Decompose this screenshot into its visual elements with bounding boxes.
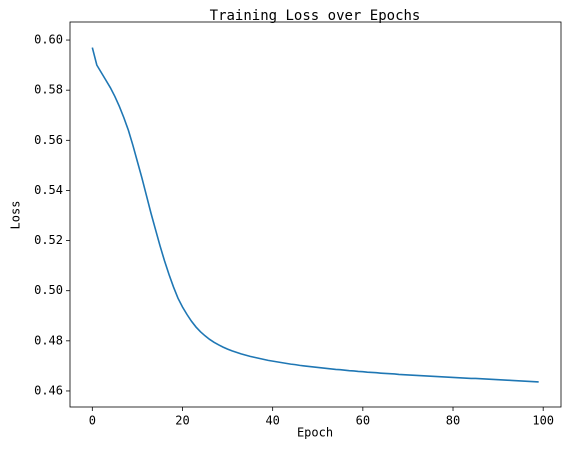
y-tick-label: 0.52 xyxy=(34,233,63,247)
y-tick-label: 0.60 xyxy=(34,33,63,47)
y-tick-label: 0.48 xyxy=(34,333,63,347)
x-axis-label: Epoch xyxy=(297,426,333,440)
line-series xyxy=(91,47,539,383)
x-tick-label: 100 xyxy=(532,414,554,428)
x-tick-label: 20 xyxy=(175,414,189,428)
x-tick-label: 60 xyxy=(356,414,370,428)
x-tick-label: 80 xyxy=(446,414,460,428)
plot-frame xyxy=(69,21,562,408)
y-tick-label: 0.56 xyxy=(34,133,63,147)
y-axis-label: Loss xyxy=(9,201,23,230)
y-tick-label: 0.50 xyxy=(34,283,63,297)
y-tick-label: 0.54 xyxy=(34,183,63,197)
x-tick-label: 40 xyxy=(265,414,279,428)
y-tick-label: 0.46 xyxy=(34,383,63,397)
y-tick-label: 0.58 xyxy=(34,83,63,97)
chart-title: Training Loss over Epochs xyxy=(210,8,421,24)
x-tick-label: 0 xyxy=(89,414,96,428)
